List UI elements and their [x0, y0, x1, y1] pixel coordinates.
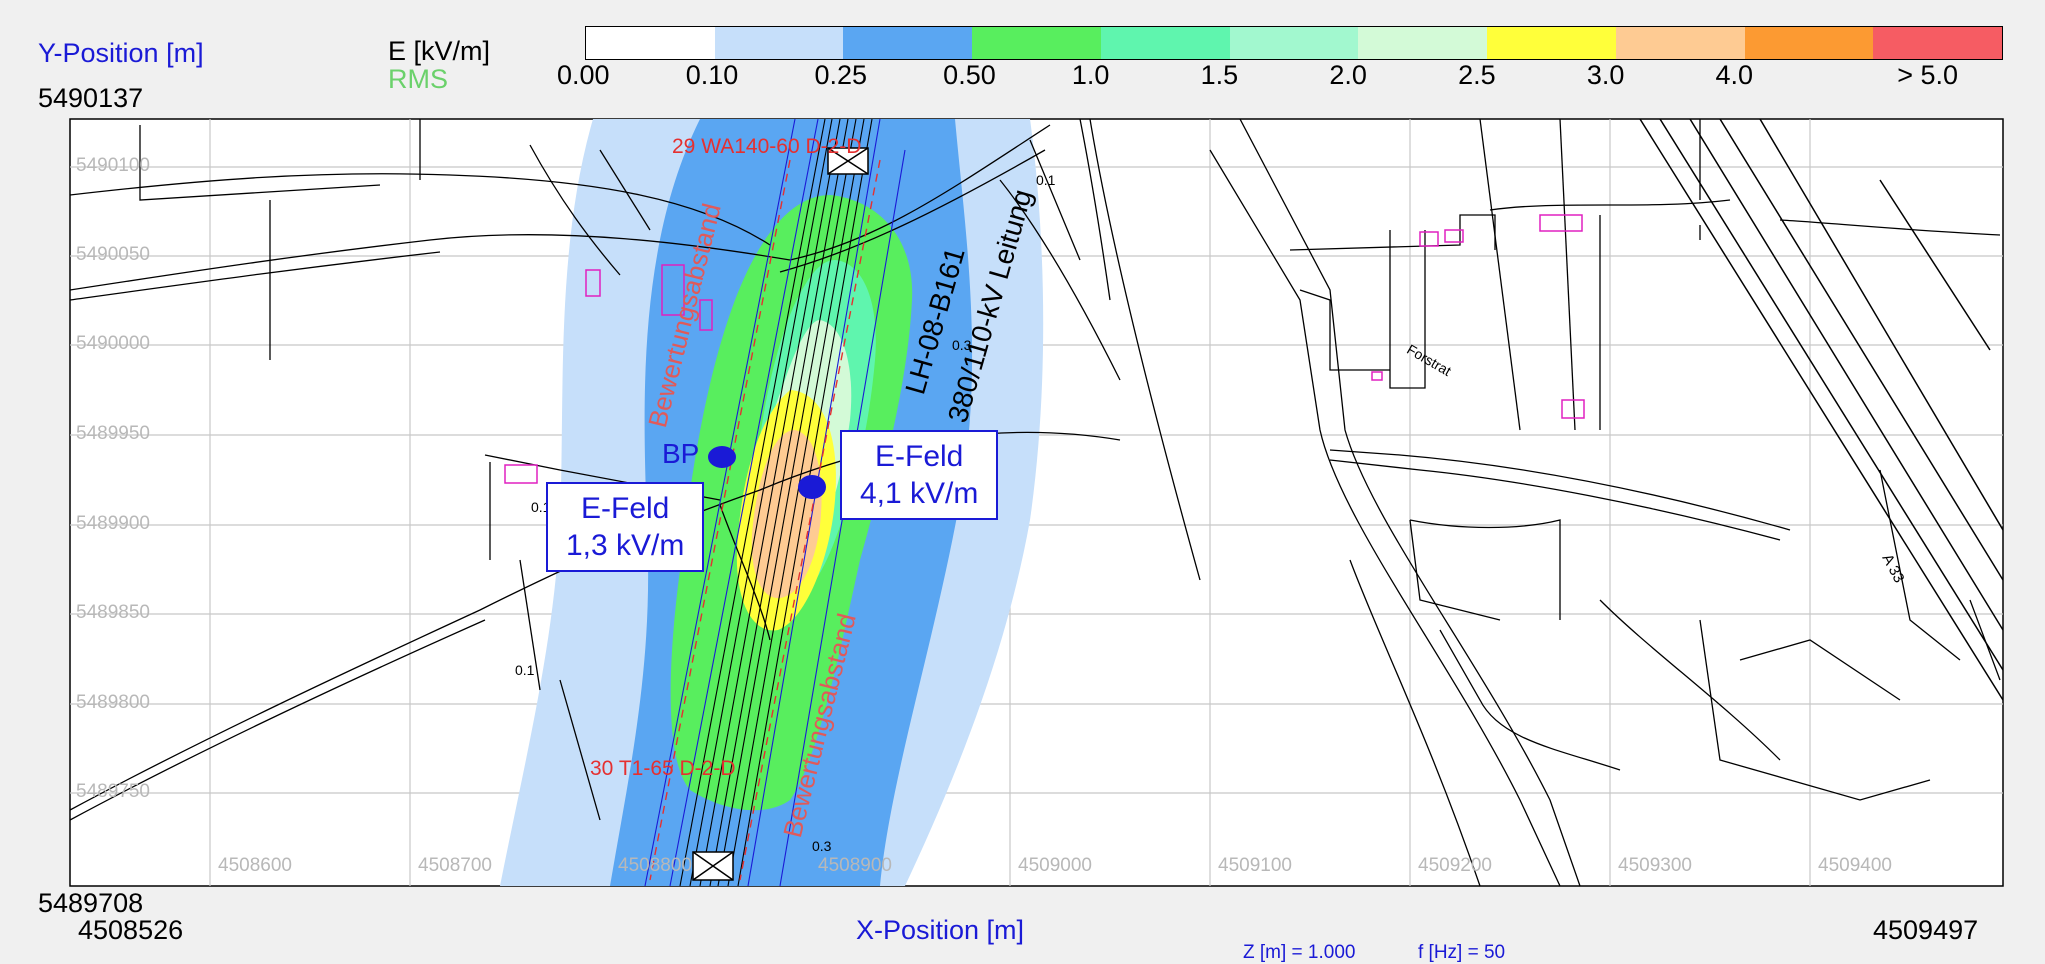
field-contours [500, 119, 1044, 886]
tower-label-top: 29 WA140-60 D-2-D [672, 135, 862, 158]
y-tick-label: 5489750 [76, 781, 150, 802]
tower-icon [692, 851, 734, 881]
y-tick-label: 5490000 [76, 333, 150, 354]
legend-tick-label: > 5.0 [1897, 60, 1959, 90]
legend-color-cell [972, 27, 1101, 59]
callout-efield-max: E-Feld 4,1 kV/m [840, 430, 999, 520]
y-tick-label: 5489800 [76, 692, 150, 713]
legend-color-cell [1873, 27, 2003, 59]
contour-value-label: 0.3 [812, 838, 832, 854]
legend-ticks: 0.00 0.10 0.25 0.50 1.0 1.5 2.0 2.5 3.0 4.0 > 5.0 [0, 60, 2045, 94]
bp-point-marker [708, 446, 736, 468]
legend-tick-label: 2.0 [1329, 60, 1367, 90]
legend-color-cell [1358, 27, 1488, 59]
y-max-label: 5490137 [38, 83, 144, 113]
contour-value-label: 0.1 [531, 499, 551, 515]
legend-tick-label: 0.10 [685, 60, 739, 90]
coordinate-grid [70, 119, 2003, 886]
bewertungsabstand-line-right [739, 159, 881, 881]
y-axis-label: Y-Position [m] [38, 38, 204, 68]
legend-tick-label: 1.5 [1200, 60, 1239, 90]
contour-value-label: 0.1 [515, 662, 535, 678]
y-tick-label: 5489850 [76, 602, 150, 623]
legend-tick-label: 3.0 [1586, 60, 1625, 90]
legend-color-cell [1100, 27, 1230, 59]
callout-efield-bp: E-Feld 1,3 kV/m [546, 482, 705, 572]
x-tick-label: 4509300 [1618, 855, 1692, 876]
contour-value-label: 0.1 [1036, 172, 1056, 188]
x-tick-label: 4508700 [418, 855, 492, 876]
x-min-label: 4508526 [78, 915, 184, 945]
legend-color-cell [1229, 27, 1359, 59]
callout-title: E-Feld [875, 440, 964, 473]
y-tick-label: 5489900 [76, 513, 150, 534]
legend-tick-label: 0.00 [557, 60, 610, 90]
legend-tick-label: 0.50 [943, 60, 996, 90]
motorway-lanes [1639, 119, 2003, 701]
power-line-conductors [679, 119, 873, 886]
rms-label: RMS [388, 64, 448, 94]
x-tick-label: 4508800 [618, 855, 692, 876]
x-tick-label: 4509400 [1818, 855, 1892, 876]
legend-color-cell [1744, 27, 1874, 59]
y-tick-label: 5490100 [76, 155, 150, 176]
buildings [504, 214, 1585, 484]
x-tick-label: 4508900 [818, 855, 892, 876]
contour-value-label: 0.3 [952, 337, 972, 353]
x-max-label: 4509497 [1873, 915, 1979, 945]
bp-label: BP [662, 438, 700, 469]
tower-icon [827, 147, 869, 175]
y-tick-label: 5490050 [76, 244, 150, 265]
x-tick-label: 4509200 [1418, 855, 1492, 876]
legend-tick-label: 4.0 [1715, 60, 1754, 90]
tower-label-bottom: 30 T1-65 D-2-D [590, 757, 736, 780]
x-tick-label: 4509100 [1218, 855, 1292, 876]
callout-title: E-Feld [581, 492, 670, 525]
legend-tick-label: 2.5 [1458, 60, 1496, 90]
x-tick-label: 4509000 [1018, 855, 1092, 876]
color-legend [585, 26, 2003, 60]
y-tick-label: 5489950 [76, 423, 150, 444]
x-axis-label: X-Position [m] [856, 915, 1025, 945]
legend-tick-label: 1.0 [1071, 60, 1110, 90]
legend-color-cell [1615, 27, 1745, 59]
y-min-label: 5489708 [38, 888, 144, 918]
bewertungsabstand-line-left [649, 159, 791, 881]
legend-color-cell [843, 27, 973, 59]
legend-color-cell [1487, 27, 1616, 59]
legend-tick-label: 0.25 [814, 60, 868, 90]
z-info: Z [m] = 1.000 [1243, 942, 1356, 963]
x-tick-label: 4508600 [218, 855, 292, 876]
unit-label: E [kV/m] [388, 36, 491, 66]
callout-value: 4,1 kV/m [860, 477, 979, 510]
max-point-marker [798, 475, 826, 499]
f-info: f [Hz] = 50 [1418, 942, 1506, 963]
legend-color-cell [586, 27, 715, 59]
callout-value: 1,3 kV/m [566, 529, 685, 562]
legend-color-cell [714, 27, 844, 59]
